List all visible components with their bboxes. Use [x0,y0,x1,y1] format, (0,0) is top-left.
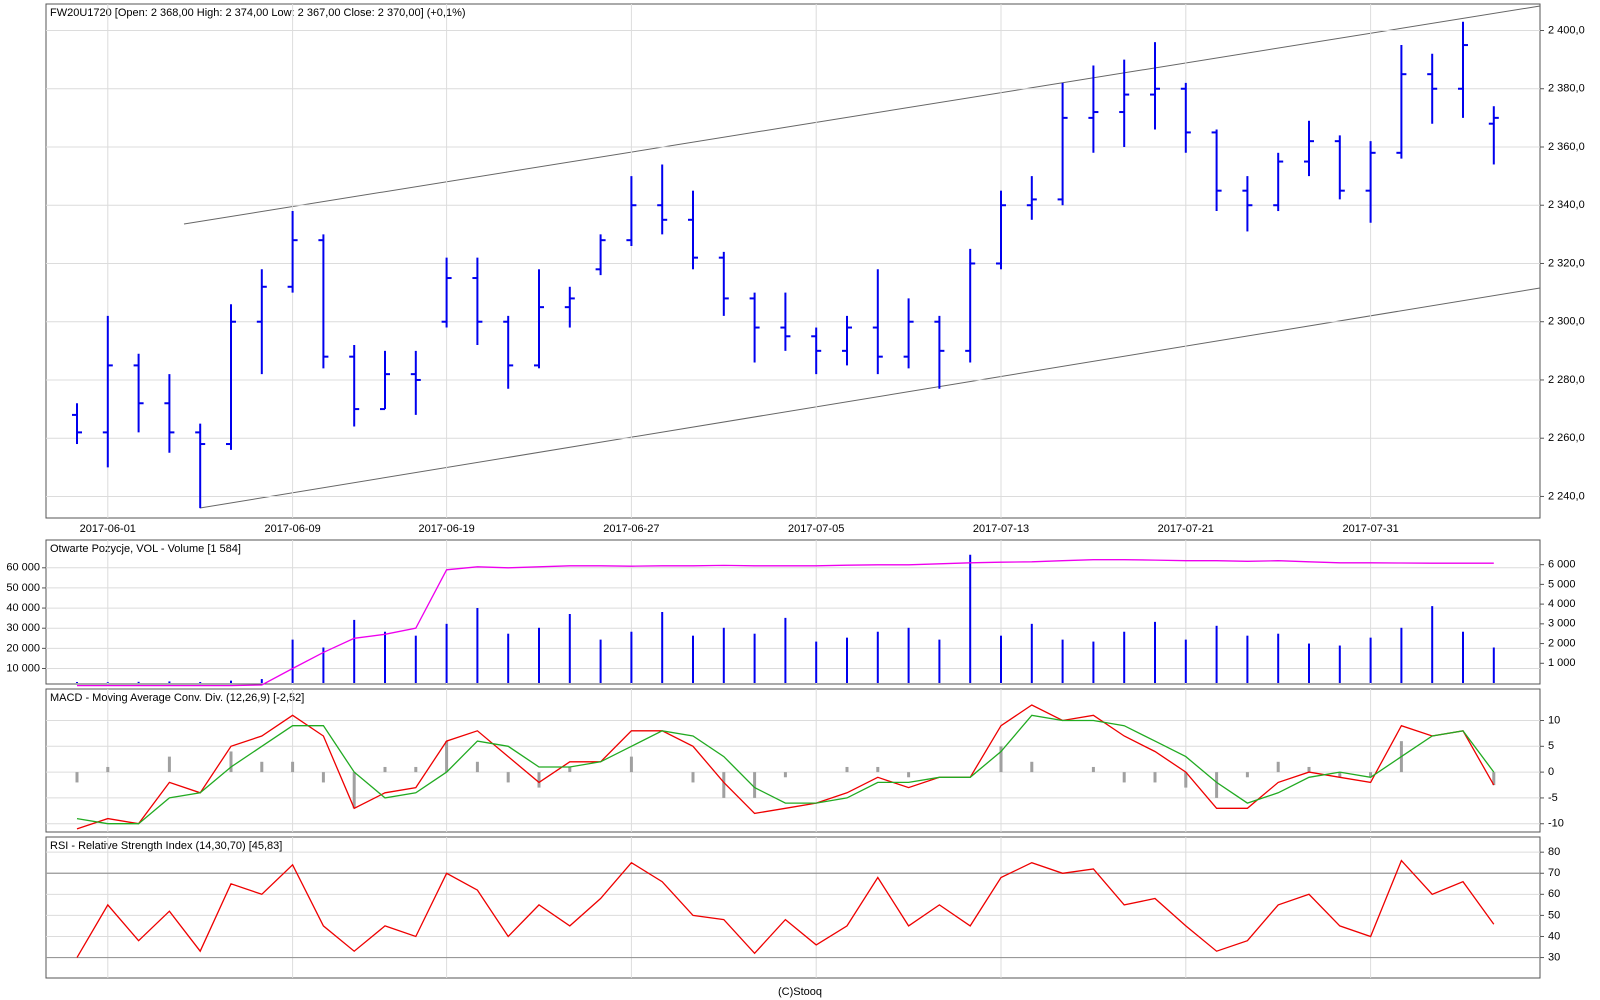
panel-frame [45,836,1541,979]
x-tick-label: 2017-07-21 [1158,523,1214,535]
y-tick-label: 2 360,0 [1548,141,1585,153]
x-tick-label: 2017-07-05 [788,523,844,535]
y-tick-label: -5 [1548,792,1558,804]
trend-line [183,5,1541,225]
y-tick-label: 2 240,0 [1548,490,1585,502]
y-tick-label: 4 000 [1548,598,1576,610]
open-interest-line [77,559,1494,687]
y-tick-label: 1 000 [1548,657,1576,669]
panel-title: RSI - Relative Strength Index (14,30,70)… [50,840,282,852]
y-tick-label: 2 380,0 [1548,83,1585,95]
y-tick-label: 50 [1548,909,1560,921]
y-tick-label: 2 300,0 [1548,316,1585,328]
panel-title: Otwarte Pozycje, VOL - Volume [1 584] [50,543,241,555]
panel-frame [45,539,1541,685]
y-tick-label: 2 320,0 [1548,257,1585,269]
y-tick-label: 40 [1548,930,1560,942]
y-tick-label: 20 000 [6,642,40,654]
y-tick-label: 10 000 [6,662,40,674]
y-tick-label: 60 [1548,888,1560,900]
y-tick-label: 30 [1548,951,1560,963]
y-tick-label: 2 400,0 [1548,24,1585,36]
x-tick-label: 2017-07-13 [973,523,1029,535]
macd-line [76,704,1495,830]
y-tick-label: 2 000 [1548,637,1576,649]
y-tick-label: 60 000 [6,562,40,574]
rsi-line [76,859,1495,958]
trend-line [199,287,1541,509]
y-tick-label: 10 [1548,714,1560,726]
footer: (C)Stooq [778,986,822,998]
panel-title: FW20U1720 [Open: 2 368,00 High: 2 374,00… [50,7,466,19]
y-tick-label: 3 000 [1548,618,1576,630]
y-tick-label: 6 000 [1548,559,1576,571]
y-tick-label: 2 340,0 [1548,199,1585,211]
y-tick-label: 0 [1548,766,1554,778]
panel-frame [45,688,1541,833]
y-tick-label: 5 [1548,740,1554,752]
panel-title: MACD - Moving Average Conv. Div. (12,26,… [50,692,304,704]
x-tick-label: 2017-06-09 [264,523,320,535]
panel-frame [45,3,1541,519]
y-tick-label: 30 000 [6,622,40,634]
y-tick-label: 2 280,0 [1548,374,1585,386]
y-tick-label: 5 000 [1548,578,1576,590]
x-tick-label: 2017-06-19 [418,523,474,535]
x-tick-label: 2017-07-31 [1342,523,1398,535]
y-tick-label: 50 000 [6,582,40,594]
x-tick-label: 2017-06-01 [80,523,136,535]
y-tick-label: 40 000 [6,602,40,614]
y-tick-label: 80 [1548,846,1560,858]
signal-line [76,714,1495,825]
y-tick-label: 70 [1548,867,1560,879]
y-tick-label: -10 [1548,818,1564,830]
y-tick-label: 2 260,0 [1548,432,1585,444]
x-tick-label: 2017-06-27 [603,523,659,535]
